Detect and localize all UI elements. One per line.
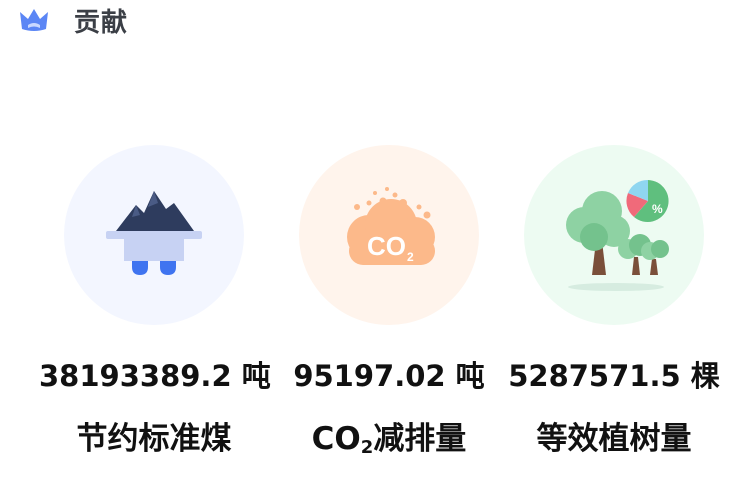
stat-card-co2: CO 2 95197.02 吨 CO2减排量 <box>274 145 504 458</box>
stat-card-coal: 38193389.2 吨 节约标准煤 <box>39 145 271 458</box>
coal-cart-icon <box>64 145 244 325</box>
section-header: 贡献 <box>18 2 128 38</box>
co2-cloud-icon: CO 2 <box>299 145 479 325</box>
coal-saved-label: 节约标准煤 <box>76 421 232 457</box>
co2-icon-text: CO <box>367 231 406 261</box>
percent-icon-text: % <box>652 202 663 216</box>
trees-equivalent-value: 5287571.5 棵 <box>508 359 720 393</box>
crown-icon <box>18 6 50 34</box>
co2-reduction-value: 95197.02 吨 <box>293 359 485 393</box>
trees-icon: % <box>524 145 704 325</box>
section-title: 贡献 <box>74 7 129 38</box>
stat-card-trees: % 5287571.5 棵 等效植树量 <box>499 145 729 458</box>
coal-saved-value: 38193389.2 吨 <box>39 359 271 393</box>
trees-equivalent-label: 等效植树量 <box>536 421 692 457</box>
co2-icon-subscript: 2 <box>407 250 414 264</box>
co2-reduction-label: CO2减排量 <box>311 421 467 458</box>
